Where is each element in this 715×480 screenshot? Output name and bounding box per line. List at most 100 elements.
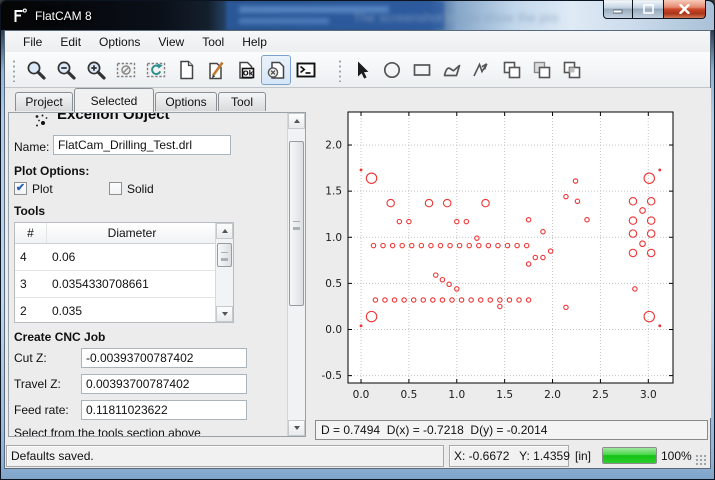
status-message: Defaults saved. — [6, 445, 444, 467]
svg-text:Ok: Ok — [243, 69, 254, 77]
polygon-tool-button[interactable] — [437, 55, 467, 85]
close-button[interactable] — [663, 0, 706, 19]
zoom-fit-button[interactable] — [21, 55, 51, 85]
panel-content: Excellon Object Name: Plot Options: ✔ Pl… — [9, 113, 288, 436]
zoom-in-button[interactable] — [81, 55, 111, 85]
plot-canvas[interactable]: 0.0 0.5 1.0 1.5 2.0 2.5 3.0 -0.5 0.0 0.5 1.0 1.5 2.0 — [307, 88, 711, 418]
table-scroll-up-button[interactable] — [216, 223, 233, 239]
tools-table-scrollbar[interactable] — [215, 223, 233, 322]
circle-tool-icon — [383, 61, 401, 78]
panel-scroll-up-button[interactable] — [288, 113, 305, 129]
drill-plot[interactable]: 0.0 0.5 1.0 1.5 2.0 2.5 3.0 -0.5 0.0 0.5 1.0 1.5 2.0 — [307, 88, 711, 418]
measurement-readout: D = 0.7494 D(x) = -0.7218 D(y) = -0.2014 — [315, 420, 708, 440]
menu-tool[interactable]: Tool — [202, 34, 225, 49]
replot-button[interactable] — [141, 55, 171, 85]
zoom-out-button[interactable] — [51, 55, 81, 85]
intersect-tool-button[interactable] — [527, 55, 557, 85]
tab-tool[interactable]: Tool — [218, 92, 266, 111]
zoom-out-icon — [57, 61, 76, 80]
down-arrow-icon — [221, 312, 228, 316]
subtract-tool-button[interactable] — [557, 55, 587, 85]
svg-text:0.0: 0.0 — [325, 324, 342, 336]
cancel-file-button[interactable] — [261, 54, 291, 85]
svg-text:2.0: 2.0 — [325, 140, 342, 152]
menu-edit[interactable]: Edit — [60, 34, 82, 49]
menu-bar: File Edit Options View Tool Help — [5, 31, 710, 52]
new-file-icon — [180, 60, 194, 79]
tab-project[interactable]: Project — [15, 92, 73, 111]
title-bar[interactable]: The screenshot below show the pro FlatCA… — [1, 1, 714, 30]
toolbar-group — [335, 55, 587, 85]
shell-button[interactable] — [291, 55, 321, 85]
thumb-grip-icon — [293, 220, 300, 228]
cut-z-input[interactable] — [81, 348, 247, 368]
toolbar-grip-icon[interactable] — [11, 57, 17, 82]
svg-text:0.5: 0.5 — [325, 278, 342, 290]
toolbar-group: Ok — [9, 54, 321, 85]
toolbar-grip-icon[interactable] — [337, 57, 343, 82]
subtract-tool-icon — [563, 61, 581, 78]
units-label: [in] — [575, 449, 592, 463]
travel-z-input[interactable] — [81, 374, 247, 394]
menu-view[interactable]: View — [158, 34, 185, 49]
feed-rate-label: Feed rate: — [14, 403, 69, 417]
tool-number-cell: 2 — [20, 304, 27, 318]
maximize-button[interactable] — [633, 0, 663, 19]
panel-scroll-thumb[interactable] — [289, 141, 304, 306]
tab-bar: Project Selected Options Tool — [5, 88, 710, 112]
table-row[interactable]: 4 0.06 — [15, 244, 233, 271]
polyline-tool-button[interactable] — [467, 55, 497, 85]
edit-file-button[interactable] — [201, 55, 231, 85]
circle-tool-button[interactable] — [377, 55, 407, 85]
table-row[interactable]: 2 0.035 — [15, 298, 233, 322]
svg-text:1.5: 1.5 — [325, 186, 342, 198]
cursor-coordinates: X: -0.6672 Y: 1.4359 — [449, 445, 570, 467]
tools-label: Tools — [14, 204, 46, 218]
svg-text:1.0: 1.0 — [325, 232, 342, 244]
zoom-fit-icon — [27, 61, 46, 80]
menu-file[interactable]: File — [23, 34, 43, 49]
pointer-button[interactable] — [347, 55, 377, 85]
table-scroll-thumb[interactable] — [217, 243, 232, 267]
menu-help[interactable]: Help — [242, 34, 267, 49]
table-scroll-down-button[interactable] — [216, 306, 233, 322]
solid-checkbox[interactable] — [109, 182, 122, 195]
resize-grip[interactable] — [695, 454, 707, 466]
tools-table[interactable]: # Diameter 4 0.06 3 0.0354330708661 2 0.035 — [14, 222, 234, 323]
column-header-diameter[interactable]: Diameter — [47, 223, 218, 243]
menu-options[interactable]: Options — [99, 34, 141, 49]
table-row[interactable]: 3 0.0354330708661 — [15, 271, 233, 298]
caption-buttons — [603, 0, 706, 19]
save-ok-button[interactable]: Ok — [231, 55, 261, 85]
travel-z-label: Travel Z: — [14, 377, 61, 391]
polygon-tool-icon — [443, 64, 461, 76]
cut-z-label: Cut Z: — [14, 351, 47, 365]
union-tool-icon — [503, 61, 521, 78]
clear-plot-button[interactable] — [111, 55, 141, 85]
tab-options[interactable]: Options — [155, 92, 217, 111]
cancel-file-icon — [267, 61, 285, 79]
name-input[interactable] — [53, 135, 231, 155]
tool-diameter-cell: 0.06 — [52, 250, 76, 264]
union-tool-button[interactable] — [497, 55, 527, 85]
tools-table-body: 4 0.06 3 0.0354330708661 2 0.035 — [15, 244, 233, 322]
polyline-tool-icon — [473, 61, 488, 76]
rectangle-tool-button[interactable] — [407, 55, 437, 85]
down-arrow-icon — [293, 426, 300, 430]
intersect-tool-icon — [533, 61, 551, 78]
minimize-button[interactable] — [603, 0, 633, 19]
zoom-in-icon — [87, 61, 106, 80]
plot-checkbox[interactable]: ✔ — [14, 182, 27, 195]
tab-selected[interactable]: Selected — [74, 88, 154, 112]
name-label: Name: — [14, 140, 50, 154]
feed-rate-input[interactable] — [81, 400, 247, 420]
new-file-button[interactable] — [171, 55, 201, 85]
panel-scroll-down-button[interactable] — [288, 420, 305, 436]
progress-bar — [602, 447, 657, 464]
edit-file-icon — [209, 61, 224, 79]
tools-table-header: # Diameter — [15, 223, 233, 244]
panel-scrollbar[interactable] — [287, 113, 305, 436]
column-header-number[interactable]: # — [15, 223, 47, 243]
svg-text:3.0: 3.0 — [640, 389, 657, 401]
progress-percent-label: 100% — [661, 449, 692, 463]
